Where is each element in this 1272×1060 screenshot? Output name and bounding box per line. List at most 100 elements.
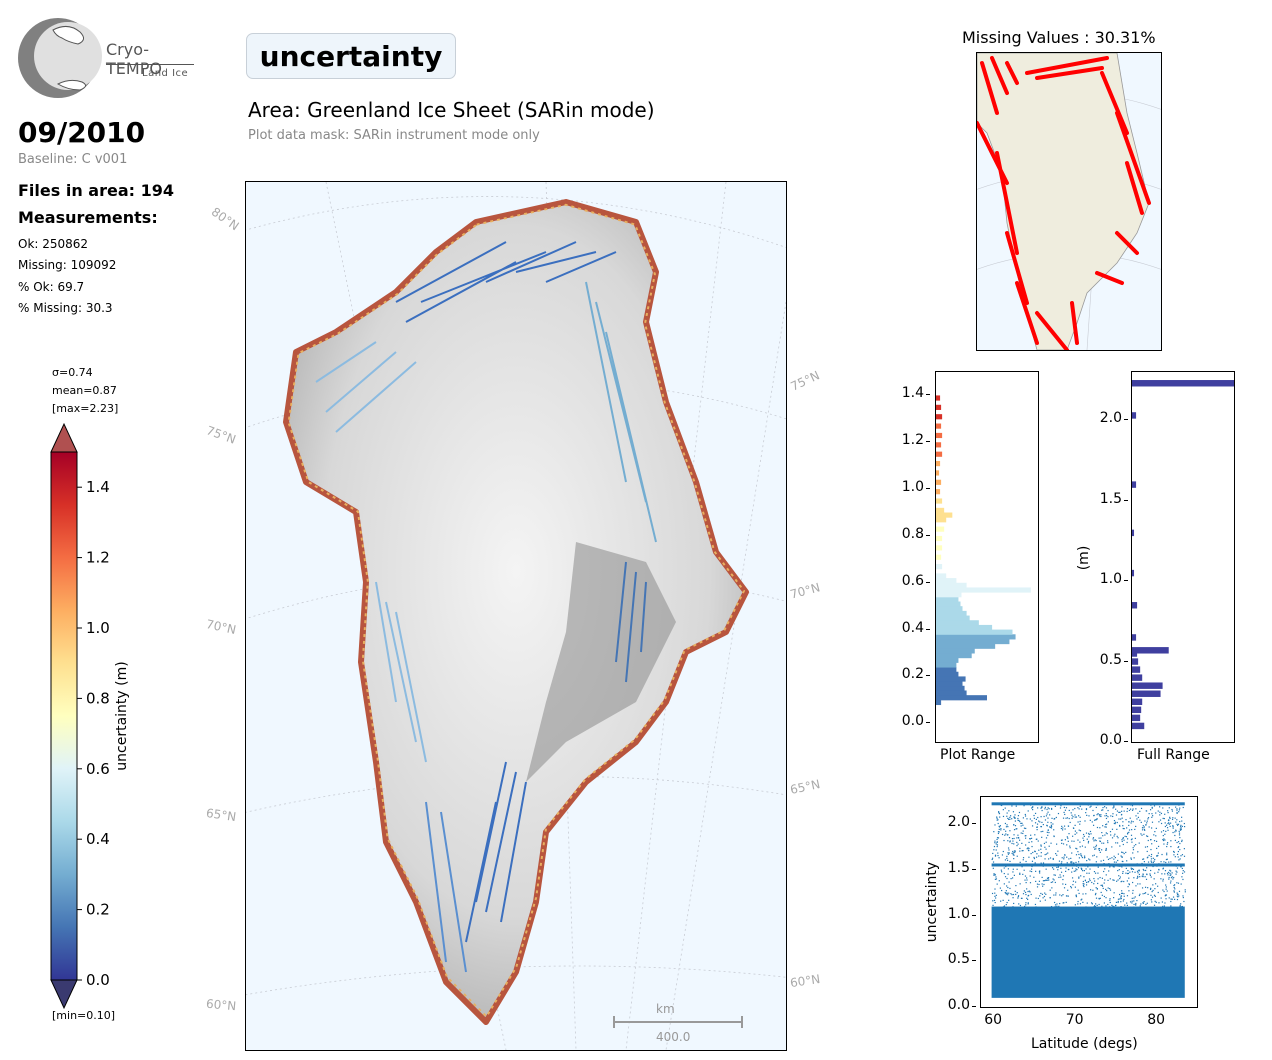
scatter-point	[1081, 898, 1083, 900]
scatter-point	[1075, 868, 1077, 870]
scatter-point	[1181, 867, 1183, 870]
scatter-point	[1165, 884, 1167, 886]
scatter-point	[1009, 840, 1011, 842]
scatter-point	[1173, 876, 1175, 879]
scatter-point	[1166, 852, 1168, 854]
scatter-point	[1074, 807, 1076, 810]
scatter-point	[1011, 906, 1014, 908]
scatter-point	[1045, 893, 1047, 895]
scatter-point	[1036, 886, 1039, 888]
scatter-point	[1082, 880, 1084, 883]
scatter-point	[1101, 905, 1103, 907]
scatter-point	[1086, 814, 1088, 816]
y-tick-label: 0.0	[947, 997, 970, 1013]
scatter-point	[1103, 895, 1105, 898]
scatter-point	[1100, 891, 1102, 894]
scatter-point	[1038, 880, 1041, 882]
scatter-point	[1105, 905, 1107, 907]
scatter-point	[1107, 816, 1109, 818]
scatter-point	[994, 878, 997, 880]
missing-map-canvas	[977, 53, 1161, 350]
scatter-point	[1032, 851, 1034, 854]
scatter-point	[1040, 892, 1042, 895]
scatter-point	[1151, 901, 1153, 903]
scatter-point	[1008, 810, 1010, 812]
scatter-point	[996, 844, 999, 846]
scatter-point	[1180, 866, 1182, 868]
scatter-point	[1013, 817, 1016, 819]
scatter-point	[1105, 897, 1107, 899]
scatter-point	[1068, 858, 1070, 860]
scatter-point	[1040, 807, 1042, 809]
colorbar-max: [max=2.23]	[52, 402, 119, 415]
scatter-point	[1111, 846, 1113, 848]
scatter-point	[1074, 816, 1076, 818]
scatter-point	[999, 825, 1001, 827]
scatter-point	[1167, 822, 1169, 825]
scatter-point	[1092, 837, 1095, 839]
scatter-point	[1063, 887, 1066, 889]
scatter-point	[1170, 900, 1172, 903]
scatter-point	[1073, 870, 1075, 872]
scatter-point	[1067, 837, 1069, 839]
scatter-point	[1146, 873, 1148, 876]
scatter-point	[1004, 822, 1007, 825]
scatter-point	[1014, 825, 1017, 827]
scatter-point	[1148, 826, 1150, 828]
scatter-point	[1094, 905, 1096, 907]
scatter-point	[1087, 881, 1090, 883]
scatter-point	[1021, 822, 1023, 824]
scatter-point	[1019, 850, 1021, 852]
scatter-point	[1174, 888, 1176, 890]
scatter-point	[1009, 860, 1011, 863]
scatter-point	[1110, 834, 1112, 836]
scatter-point	[1072, 816, 1074, 818]
scatter-point	[1117, 853, 1119, 855]
scatter-point	[1125, 836, 1128, 838]
scatter-point	[1142, 873, 1144, 875]
hist-bar	[1132, 690, 1161, 697]
scatter-point	[1016, 892, 1018, 894]
scatter-point	[1168, 876, 1170, 879]
scatter-point	[1147, 893, 1149, 895]
scatter-point	[1064, 883, 1067, 886]
scatter-point	[1123, 839, 1125, 841]
scatter-point	[1095, 848, 1097, 850]
scatter-point	[1096, 826, 1099, 829]
scatter-point	[1075, 894, 1077, 896]
date-title: 09/2010	[18, 116, 146, 149]
scatter-point	[1077, 867, 1080, 869]
scatter-point	[1176, 898, 1179, 901]
scatter-point	[1041, 809, 1043, 812]
scatter-point	[1046, 831, 1048, 833]
scatter-point	[1176, 809, 1178, 811]
scatter-point	[1100, 860, 1102, 862]
scatter-point	[1057, 869, 1059, 871]
scatter-point	[1074, 881, 1077, 883]
stat-ok: Ok: 250862	[18, 237, 89, 251]
hist-full-range-canvas	[1132, 380, 1234, 730]
scatter-point	[1003, 828, 1005, 831]
scatter-point	[1067, 825, 1070, 827]
scatter-point	[1044, 892, 1046, 894]
scatter-point	[1045, 848, 1047, 850]
scatter-point	[1102, 806, 1104, 809]
scatter-dense-region	[991, 906, 1185, 998]
scatter-point	[1169, 882, 1172, 884]
scatter-point	[1135, 843, 1137, 846]
scatter-point	[1045, 853, 1048, 855]
colorbar-max-extension	[50, 422, 78, 453]
scatter-point	[1154, 895, 1156, 897]
scatter-point	[1094, 894, 1097, 896]
scatter-point	[1118, 818, 1120, 820]
scatter-point	[1134, 828, 1136, 831]
scatter-point	[1101, 832, 1103, 834]
scatter-point	[1159, 806, 1161, 808]
scatter-point	[1137, 872, 1139, 874]
scatter-point	[1074, 904, 1076, 906]
scatter-band	[991, 863, 1185, 867]
scatter-point	[1152, 884, 1154, 886]
scatter-point	[1183, 825, 1186, 828]
scatter-point	[993, 899, 996, 902]
colorbar-mean: mean=0.87	[52, 384, 117, 397]
